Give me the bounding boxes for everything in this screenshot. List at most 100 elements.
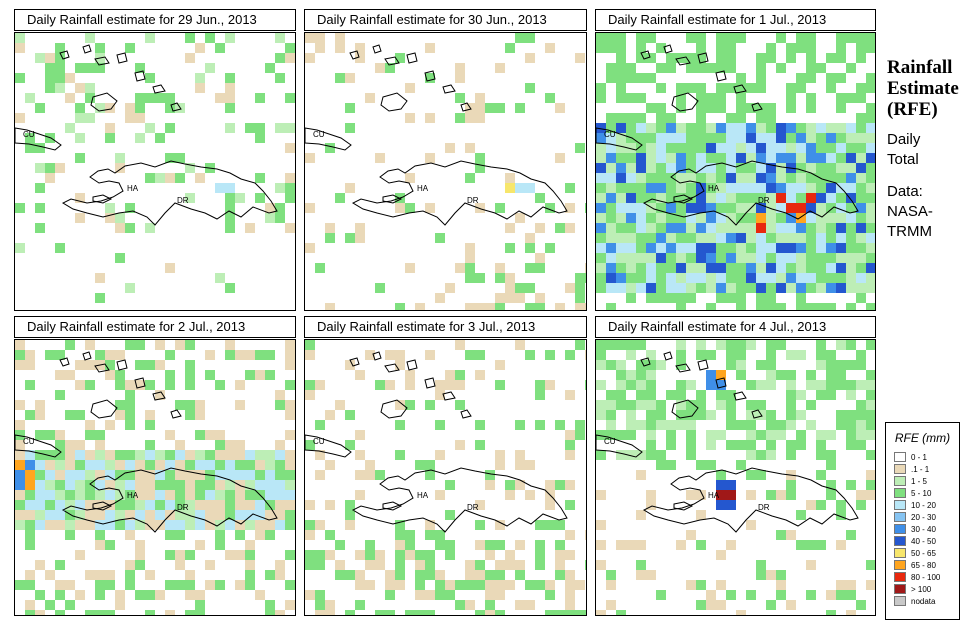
rainfall-cell — [355, 550, 365, 560]
rainfall-cell — [696, 243, 706, 253]
rainfall-cell — [726, 53, 736, 63]
rainfall-cell — [766, 440, 776, 450]
rainfall-cell — [305, 590, 315, 600]
rainfall-cell — [836, 580, 846, 590]
rainfall-cell — [75, 510, 85, 520]
rainfall-cell — [726, 203, 736, 213]
rainfall-cell — [666, 123, 676, 133]
rainfall-cell — [465, 570, 475, 580]
rainfall-cell — [145, 93, 155, 103]
rainfall-cell — [195, 540, 205, 550]
rainfall-cell — [95, 570, 105, 580]
rainfall-cell — [95, 490, 105, 500]
rainfall-cell — [415, 303, 425, 310]
rainfall-cell — [125, 490, 135, 500]
rainfall-cell — [666, 243, 676, 253]
rainfall-cell — [455, 440, 465, 450]
rainfall-cell — [205, 520, 215, 530]
rainfall-cell — [155, 460, 165, 470]
rainfall-cell — [235, 530, 245, 540]
rainfall-cell — [626, 213, 636, 223]
rainfall-cell — [816, 380, 826, 390]
rainfall-cell — [726, 490, 736, 500]
rainfall-cell — [846, 283, 856, 293]
rainfall-cell — [55, 63, 65, 73]
rainfall-cell — [656, 293, 666, 303]
rainfall-cell — [125, 223, 135, 233]
rainfall-cell — [716, 480, 726, 490]
rainfall-cell — [646, 500, 656, 510]
rainfall-cell — [826, 370, 836, 380]
map-panel-1: Daily Rainfall estimate for 29 Jun., 201… — [14, 9, 296, 311]
rainfall-cell — [75, 500, 85, 510]
rainfall-cell — [545, 480, 555, 490]
rainfall-cell — [215, 470, 225, 480]
rainfall-cell — [85, 610, 95, 615]
rainfall-cell — [686, 580, 696, 590]
rainfall-cell — [55, 590, 65, 600]
rainfall-cell — [666, 223, 676, 233]
rainfall-cell — [305, 380, 315, 390]
rainfall-cell — [796, 203, 806, 213]
rainfall-cell — [816, 340, 826, 350]
rainfall-cell — [95, 450, 105, 460]
rainfall-cell — [315, 420, 325, 430]
rainfall-cell — [676, 350, 686, 360]
rainfall-cell — [786, 450, 796, 460]
rainfall-cell — [485, 550, 495, 560]
rainfall-cell — [185, 163, 195, 173]
rainfall-cell — [315, 263, 325, 273]
rainfall-cell — [666, 213, 676, 223]
rainfall-cell — [45, 500, 55, 510]
rainfall-cell — [846, 580, 856, 590]
rainfall-cell — [596, 93, 606, 103]
rainfall-cell — [75, 460, 85, 470]
rainfall-cell — [515, 570, 525, 580]
rainfall-cell — [215, 480, 225, 490]
rainfall-cell — [395, 450, 405, 460]
rainfall-cell — [796, 440, 806, 450]
rainfall-cell — [696, 263, 706, 273]
rainfall-cell — [786, 370, 796, 380]
rainfall-cell — [15, 203, 25, 213]
rainfall-cell — [465, 600, 475, 610]
rainfall-cell — [696, 173, 706, 183]
rainfall-cell — [165, 530, 175, 540]
rainfall-cell — [736, 153, 746, 163]
rainfall-cell — [616, 253, 626, 263]
rainfall-cell — [35, 203, 45, 213]
rainfall-cell — [856, 253, 866, 263]
rainfall-cell — [756, 293, 766, 303]
rainfall-cell — [275, 183, 285, 193]
rainfall-cell — [195, 83, 205, 93]
rainfall-cell — [95, 440, 105, 450]
rainfall-cell — [475, 570, 485, 580]
rainfall-cell — [826, 610, 836, 615]
rainfall-cell — [145, 173, 155, 183]
rainfall-cell — [676, 203, 686, 213]
rainfall-cell — [285, 193, 295, 203]
rainfall-cell — [125, 450, 135, 460]
rainfall-cell — [165, 103, 175, 113]
rainfall-cell — [575, 293, 585, 303]
rainfall-cell — [235, 580, 245, 590]
rainfall-cell — [696, 163, 706, 173]
rainfall-cell — [275, 610, 285, 615]
rainfall-cell — [125, 560, 135, 570]
rainfall-cell — [646, 430, 656, 440]
coastlines — [596, 44, 859, 226]
rainfall-cell — [716, 500, 726, 510]
legend-label: .1 - 1 — [911, 464, 930, 474]
rainfall-cell — [866, 490, 875, 500]
rainfall-cell — [375, 610, 385, 615]
rainfall-cell — [616, 173, 626, 183]
rainfall-cell — [485, 303, 495, 310]
rainfall-cell — [495, 63, 505, 73]
rainfall-cell — [225, 460, 235, 470]
rainfall-cell — [115, 470, 125, 480]
rainfall-cell — [345, 233, 355, 243]
rainfall-cell — [225, 183, 235, 193]
rainfall-cell — [716, 183, 726, 193]
rainfall-cell — [726, 410, 736, 420]
